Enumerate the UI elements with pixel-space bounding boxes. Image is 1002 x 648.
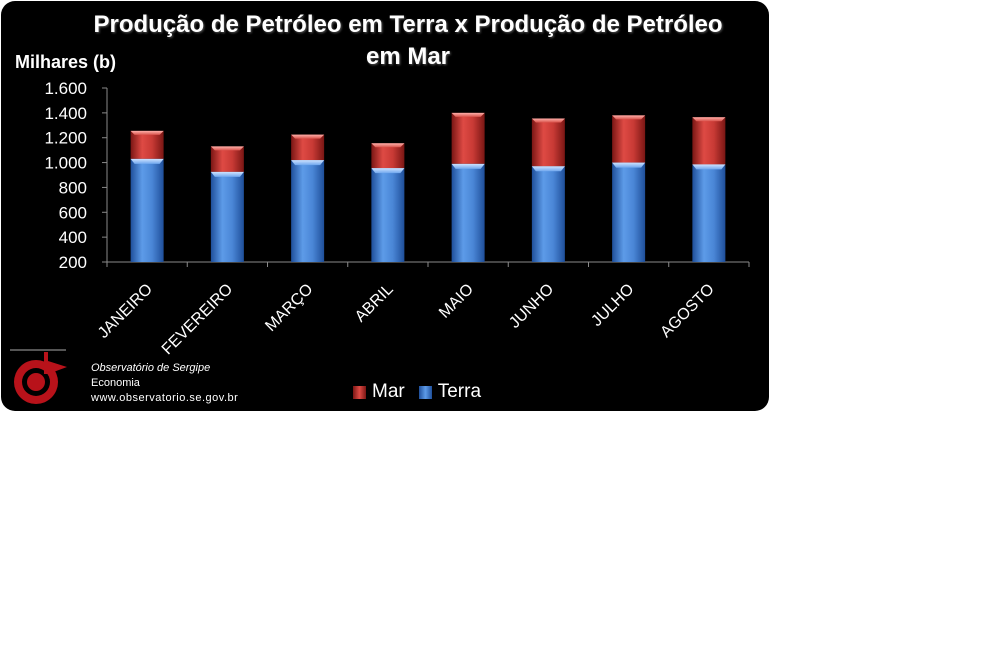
y-tick-label: 400 <box>59 228 87 247</box>
bar-terra <box>291 160 325 262</box>
legend-label-mar: Mar <box>372 381 405 402</box>
bar-terra <box>130 158 164 262</box>
bar-mar-bevel <box>531 118 565 123</box>
bar-chart: 1.600 1.400 1.200 1.000 800 600 400 200 JANEIRO… <box>44 79 750 358</box>
footer-dept: Economia <box>91 377 140 389</box>
x-tick-label: JANEIRO <box>95 281 156 342</box>
axes <box>106 88 749 263</box>
y-ticks: 1.600 1.400 1.200 1.000 800 600 400 200 <box>44 79 107 272</box>
bar-mar <box>612 115 646 163</box>
y-tick-label: 800 <box>59 178 87 197</box>
footer-url: www.observatorio.se.gov.br <box>91 392 239 404</box>
y-tick-label: 1.000 <box>44 154 87 173</box>
observatorio-logo-icon <box>10 349 67 404</box>
legend-item-terra: Terra <box>418 381 482 403</box>
bar-terra <box>612 162 646 262</box>
legend-swatch-terra <box>418 385 432 399</box>
bar-mar <box>371 143 405 169</box>
bar-terra <box>692 164 726 262</box>
bar-terra <box>451 163 485 262</box>
footer-brand: Observatório de Sergipe Economia www.obs… <box>9 347 249 409</box>
bar-mar-bevel <box>291 134 325 139</box>
bar-terra <box>531 166 565 262</box>
bar-terra-bevel <box>210 171 244 177</box>
bar-mar <box>451 112 485 164</box>
x-ticks: JANEIRO FEVEREIRO MARÇO ABRIL MAIO JUNHO JULHO… <box>95 262 750 358</box>
bar-mar-bevel <box>371 143 405 148</box>
bar-mar <box>291 134 325 161</box>
chart-title: Produção de Petróleo em Terra x Produção… <box>93 11 723 70</box>
x-tick-label: ABRIL <box>352 281 397 326</box>
bar-mar-bevel <box>130 130 164 135</box>
legend-swatch-mar <box>353 385 366 399</box>
bar-mar-bevel <box>612 115 646 120</box>
bar-terra-bevel <box>451 163 485 169</box>
x-tick-label: AGOSTO <box>657 281 717 341</box>
bar-mar <box>531 118 565 167</box>
bars <box>130 112 726 262</box>
y-axis-label: Milhares (b) <box>15 52 117 72</box>
bar-terra-bevel <box>531 166 565 172</box>
bar-mar <box>130 130 164 159</box>
chart-panel: Produção de Petróleo em Terra x Produção… <box>1 1 769 411</box>
legend: Mar Terra <box>353 379 495 405</box>
y-tick-label: 1.600 <box>44 79 87 98</box>
bar-terra-bevel <box>371 168 405 174</box>
bar-terra-bevel <box>612 162 646 168</box>
footer-org-name: Observatório de Sergipe <box>91 362 211 374</box>
y-tick-label: 1.400 <box>44 104 87 123</box>
x-tick-label: MARÇO <box>262 281 316 335</box>
x-tick-label: JULHO <box>588 281 637 330</box>
y-tick-label: 1.200 <box>44 129 87 148</box>
bar-mar <box>210 146 244 172</box>
bar-mar-bevel <box>210 146 244 151</box>
y-tick-label: 200 <box>59 253 87 272</box>
bar-terra-bevel <box>291 160 325 166</box>
bar-mar-bevel <box>692 117 726 122</box>
bar-mar-bevel <box>451 112 485 117</box>
bar-terra <box>371 168 405 262</box>
y-tick-label: 600 <box>59 203 87 222</box>
x-tick-label: JUNHO <box>506 281 557 332</box>
legend-item-mar: Mar <box>353 381 405 403</box>
bar-terra <box>210 171 244 262</box>
x-tick-label: MAIO <box>436 281 477 322</box>
bar-terra-bevel <box>130 158 164 164</box>
bar-terra-bevel <box>692 164 726 170</box>
bar-mar <box>692 117 726 165</box>
legend-label-terra: Terra <box>437 381 482 402</box>
